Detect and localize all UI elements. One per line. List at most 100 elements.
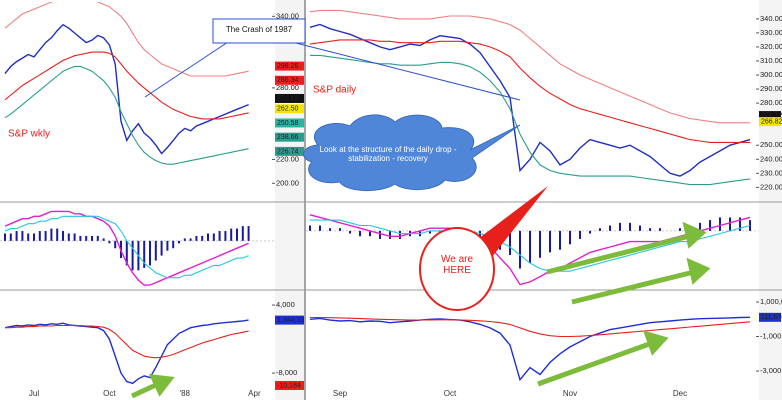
annotation: Look at the structure of the daily drop … <box>319 145 457 163</box>
bar <box>207 233 209 241</box>
series-line <box>4 210 249 286</box>
bar <box>56 228 59 241</box>
annotations <box>130 18 711 399</box>
bar <box>85 235 88 241</box>
series-line <box>4 65 249 165</box>
arrowhead <box>643 330 669 356</box>
bar <box>149 240 151 266</box>
callout-line <box>291 41 521 101</box>
bar <box>429 230 431 234</box>
price-badge <box>275 93 304 103</box>
bar <box>619 222 621 231</box>
price-badge <box>759 312 781 322</box>
price-badge <box>275 61 304 71</box>
bar <box>21 231 24 241</box>
y-tick-label: 230.00 <box>760 168 782 177</box>
series-line <box>309 316 751 382</box>
bar <box>189 238 192 241</box>
bar <box>399 230 401 239</box>
price-badge <box>275 118 304 128</box>
series-line <box>5 324 249 359</box>
chart-title: S&P wkly <box>8 129 50 140</box>
price-badge-label: 1,344,33 <box>277 317 304 324</box>
price-badge <box>275 146 304 156</box>
bar <box>50 228 53 241</box>
axis-strip <box>759 0 782 400</box>
y-tick-label: 250.00 <box>760 140 782 149</box>
y-tick-label: 310.00 <box>760 56 782 65</box>
series-line <box>4 2 249 77</box>
price-badge-label: 262.50 <box>277 106 299 113</box>
bar <box>659 228 661 231</box>
x-tick-label: Sep <box>333 389 348 398</box>
bar <box>599 228 601 231</box>
bar <box>479 230 481 239</box>
bar <box>27 233 30 241</box>
bar <box>67 233 70 241</box>
bar <box>709 220 711 231</box>
price-badge-label: 238.66 <box>277 134 299 141</box>
price-badge-label: 111,670 <box>761 314 782 321</box>
bar <box>559 230 561 250</box>
series-line <box>4 23 249 155</box>
bar <box>62 231 64 241</box>
y-tick-label: 290.00 <box>760 84 782 93</box>
series-line <box>309 23 751 177</box>
price-badge-label: 286.34 <box>277 77 299 84</box>
bar <box>15 231 18 241</box>
series-line <box>309 39 750 143</box>
bar <box>125 240 128 266</box>
price-badge-label: 226.74 <box>277 148 299 155</box>
bar <box>549 230 551 253</box>
bar <box>33 233 35 241</box>
arrow <box>537 340 653 387</box>
bar <box>224 231 227 241</box>
bar <box>719 217 721 231</box>
bar <box>96 235 99 241</box>
callout-circle <box>419 227 495 311</box>
price-badge-label: -10,184 <box>277 382 301 389</box>
bar <box>241 226 244 241</box>
bar <box>699 222 701 231</box>
y-tick-label: 4,000 <box>276 300 295 309</box>
bar <box>329 228 331 231</box>
bar <box>38 231 41 241</box>
x-tick-label: Oct <box>103 389 116 398</box>
bar <box>91 235 93 241</box>
bar <box>339 228 341 231</box>
bar <box>539 230 541 258</box>
y-tick-label: 200.00 <box>276 178 299 187</box>
y-tick-label: 220.00 <box>760 182 782 191</box>
arrowhead <box>148 373 175 397</box>
bar <box>73 233 76 241</box>
bar <box>509 230 511 256</box>
bar <box>639 225 641 231</box>
y-tick-label: 330.00 <box>760 28 782 37</box>
bar <box>369 230 371 237</box>
x-tick-label: Oct <box>444 389 457 398</box>
series-line <box>4 215 249 279</box>
series-line <box>4 319 249 385</box>
y-tick-label: -1,000,000 <box>760 332 782 341</box>
series-line <box>309 9 750 124</box>
bar <box>319 225 321 231</box>
x-tick-label: Apr <box>248 389 261 398</box>
bar <box>609 225 611 231</box>
bar <box>729 217 731 231</box>
arrows <box>130 221 711 399</box>
y-tick-label: 340.00 <box>276 11 299 20</box>
bar <box>236 228 238 241</box>
x-tick-label: '88 <box>180 389 191 398</box>
bar <box>679 228 681 231</box>
x-tick-label: Dec <box>673 389 687 398</box>
bar <box>154 240 157 261</box>
price-badge-label: 298.26 <box>277 63 299 70</box>
y-tick-label: 300.00 <box>760 70 782 79</box>
price-badge-label: 271.12 <box>277 95 299 102</box>
bar <box>143 240 146 268</box>
bar <box>649 228 651 231</box>
bar <box>739 217 741 231</box>
arrow <box>546 233 691 275</box>
price-badge-label: 266.82 <box>761 118 782 125</box>
